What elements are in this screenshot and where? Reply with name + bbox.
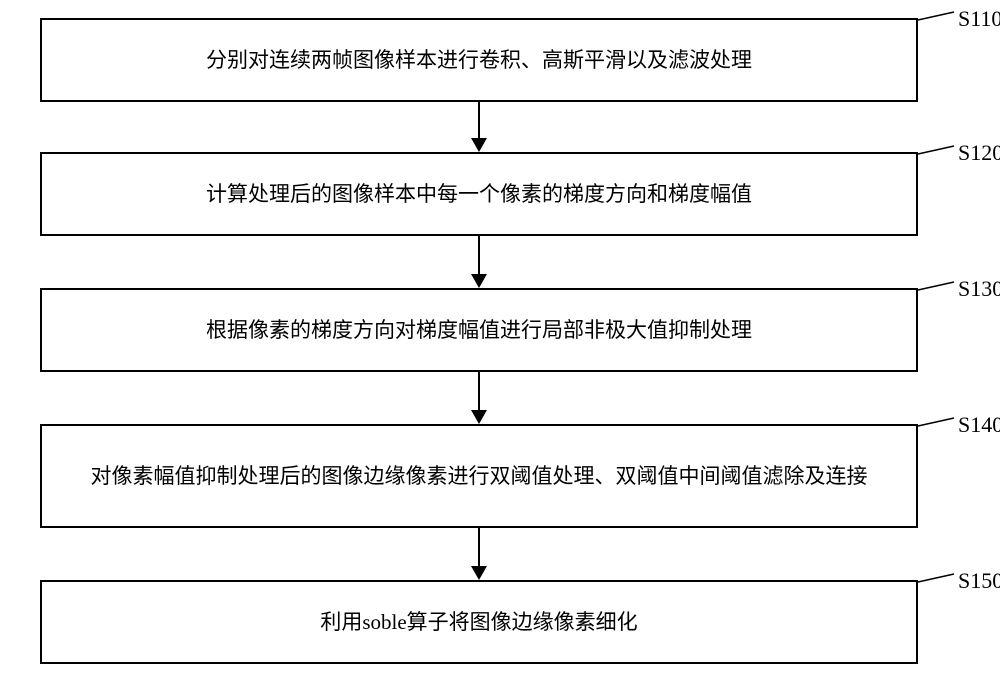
- step-box-s130: 根据像素的梯度方向对梯度幅值进行局部非极大值抑制处理: [40, 288, 918, 372]
- step-text: 计算处理后的图像样本中每一个像素的梯度方向和梯度幅值: [206, 178, 752, 211]
- step-label-s120: S120: [958, 140, 1000, 166]
- step-text: 利用soble算子将图像边缘像素细化: [320, 606, 637, 639]
- step-box-s120: 计算处理后的图像样本中每一个像素的梯度方向和梯度幅值: [40, 152, 918, 236]
- step-text: 分别对连续两帧图像样本进行卷积、高斯平滑以及滤波处理: [206, 44, 752, 77]
- step-label-s130: S130: [958, 276, 1000, 302]
- step-label-s110: S110: [958, 6, 1000, 32]
- step-text: 根据像素的梯度方向对梯度幅值进行局部非极大值抑制处理: [206, 314, 752, 347]
- step-label-s140: S140: [958, 412, 1000, 438]
- step-box-s140: 对像素幅值抑制处理后的图像边缘像素进行双阈值处理、双阈值中间阈值滤除及连接: [40, 424, 918, 528]
- flowchart-canvas: 分别对连续两帧图像样本进行卷积、高斯平滑以及滤波处理计算处理后的图像样本中每一个…: [0, 0, 1000, 696]
- step-box-s110: 分别对连续两帧图像样本进行卷积、高斯平滑以及滤波处理: [40, 18, 918, 102]
- step-label-s150: S150: [958, 568, 1000, 594]
- step-box-s150: 利用soble算子将图像边缘像素细化: [40, 580, 918, 664]
- step-text: 对像素幅值抑制处理后的图像边缘像素进行双阈值处理、双阈值中间阈值滤除及连接: [91, 460, 868, 493]
